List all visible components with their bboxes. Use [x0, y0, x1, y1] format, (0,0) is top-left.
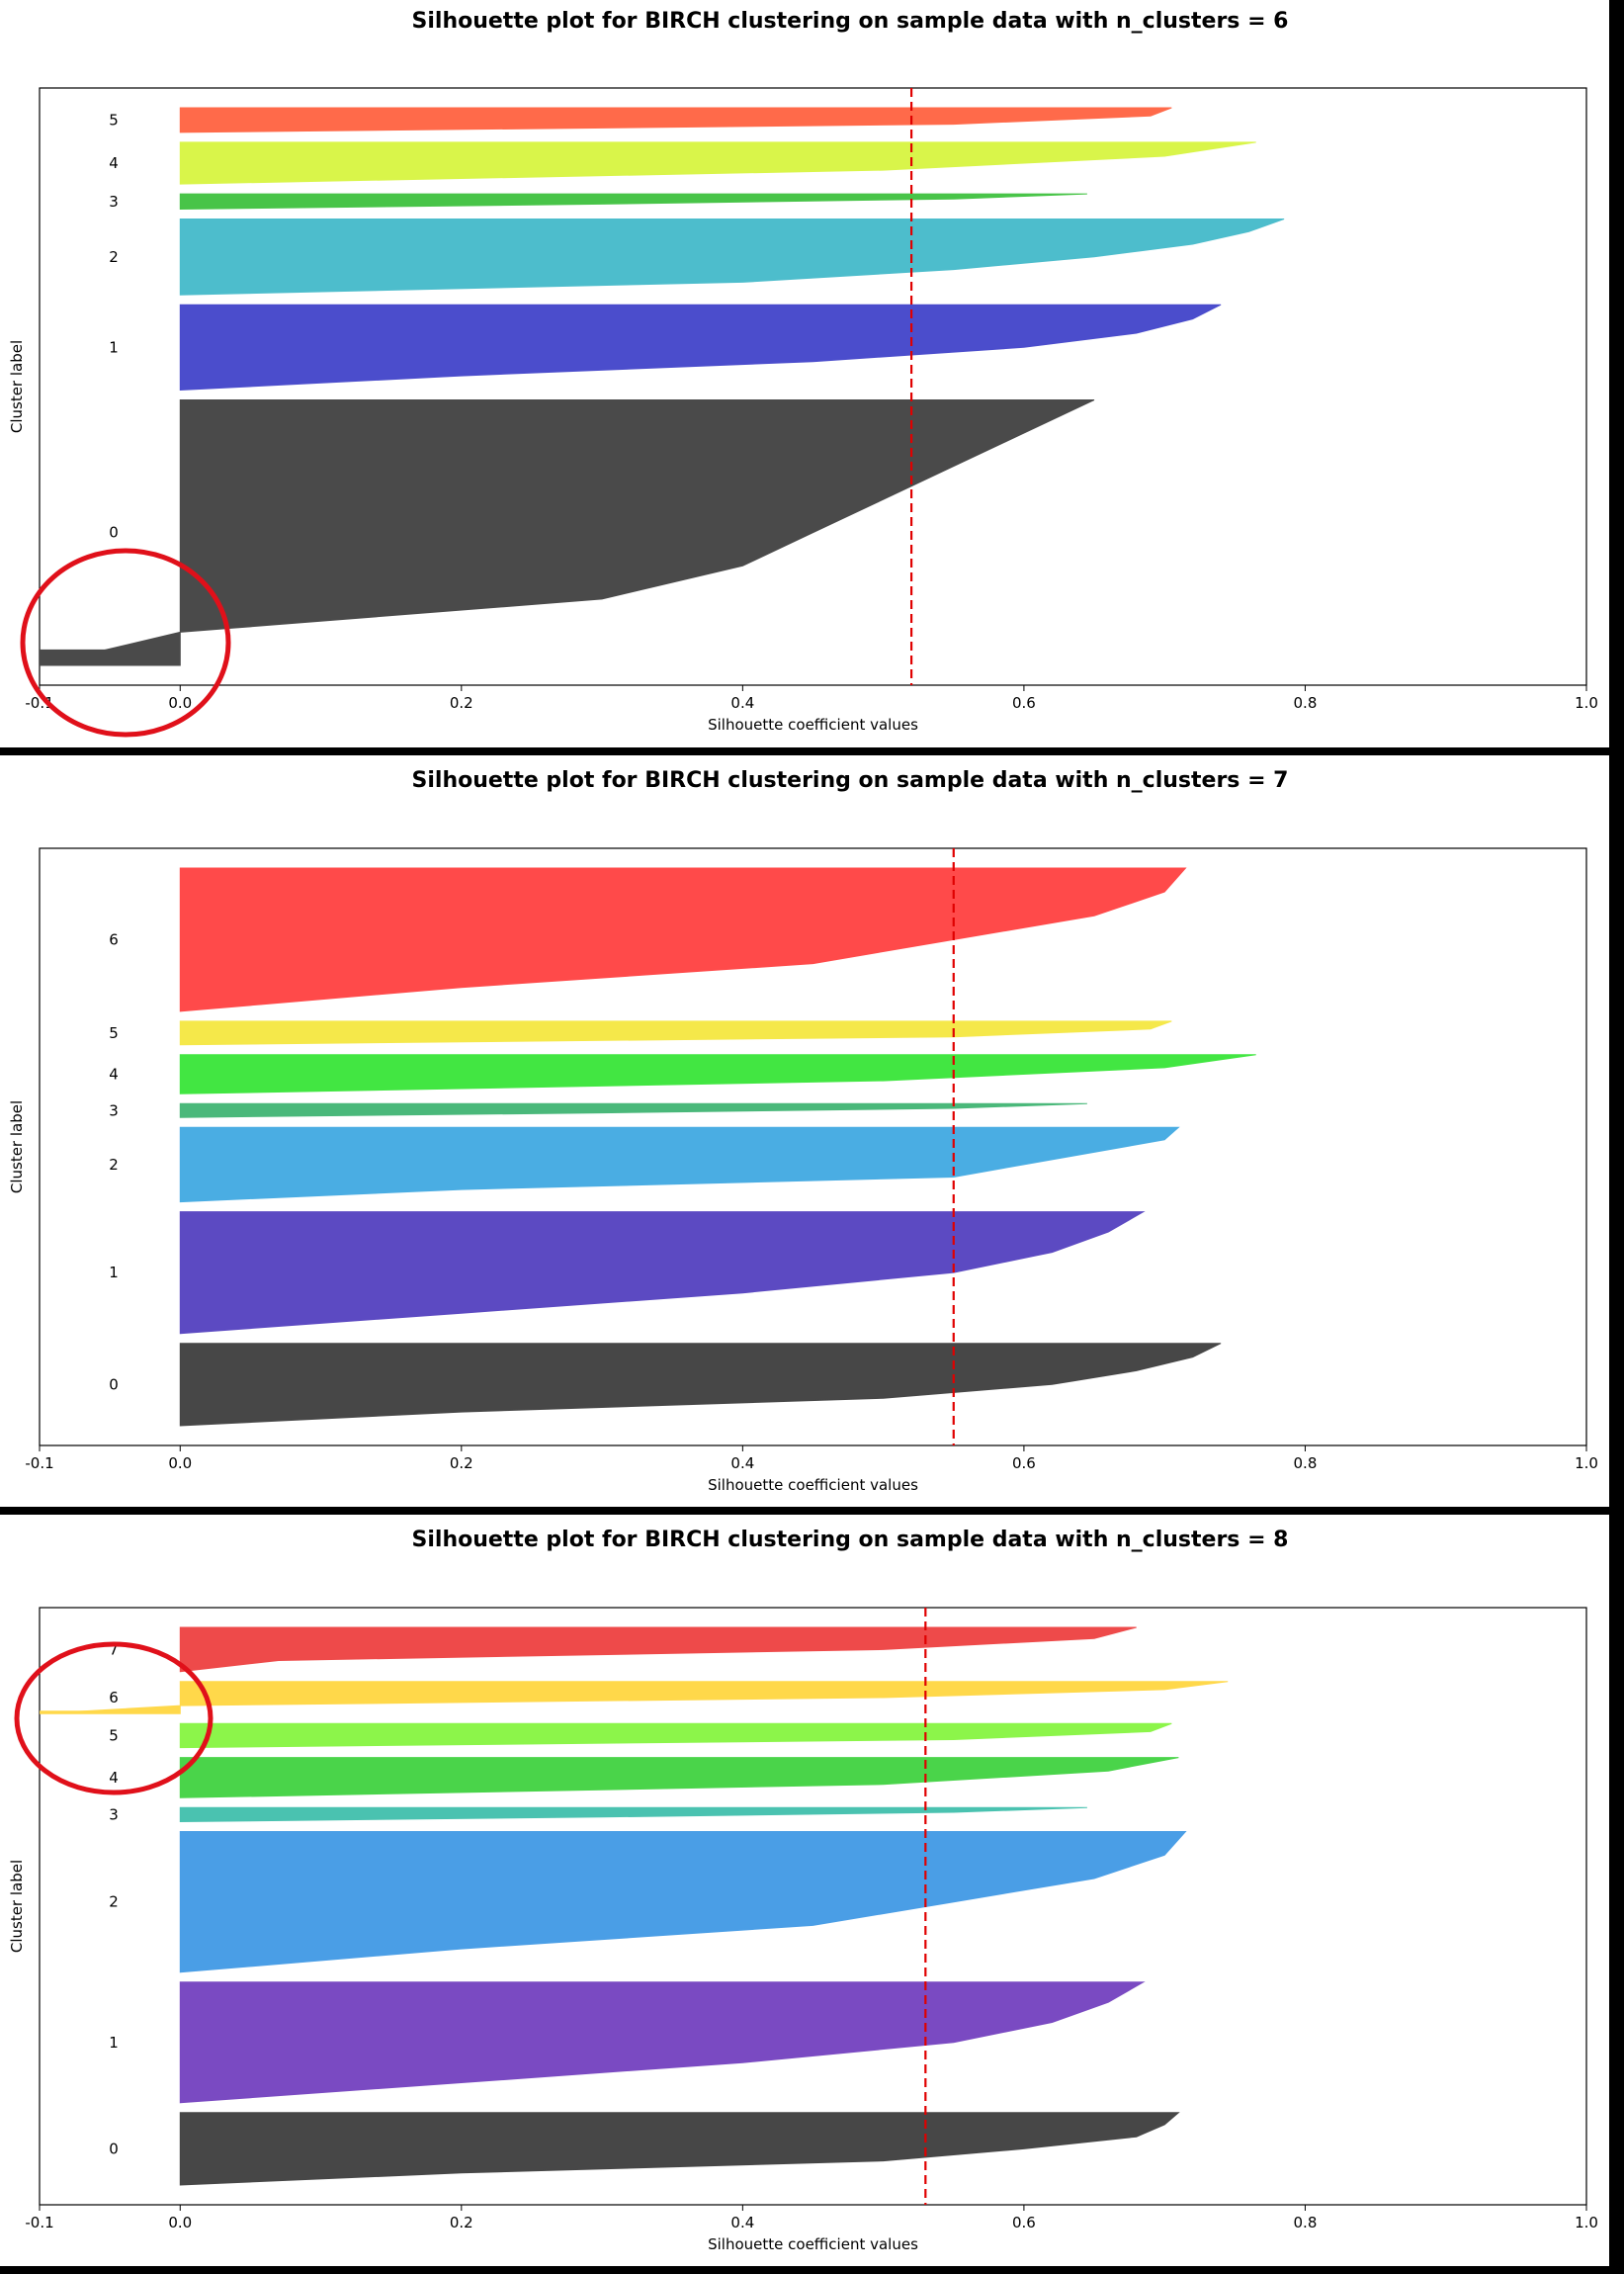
x-tick-label: -0.1 [25, 1454, 53, 1472]
annotation-circle [14, 1641, 214, 1795]
panel-gap [1599, 0, 1609, 747]
chart-title: Silhouette plot for BIRCH clustering on … [412, 768, 1289, 793]
cluster-0-silhouette [39, 399, 1095, 666]
cluster-4-silhouette [179, 1757, 1179, 1798]
cluster-0-silhouette [179, 2112, 1180, 2186]
x-tick-label: 0.0 [168, 1454, 192, 1472]
cluster-label: 0 [109, 1375, 119, 1393]
cluster-label: 1 [109, 338, 119, 356]
x-tick-label: 0.4 [730, 694, 754, 712]
cluster-label: 3 [109, 193, 119, 211]
x-tick-label: 0.2 [450, 1454, 473, 1472]
cluster-6-silhouette [39, 1681, 1229, 1714]
cluster-label: 5 [109, 1024, 119, 1042]
x-tick-label: 0.2 [450, 2214, 473, 2231]
x-tick-label: 0.8 [1294, 1454, 1318, 1472]
cluster-label: 1 [109, 1264, 119, 1281]
x-tick-label: 0.6 [1012, 694, 1036, 712]
cluster-label: 2 [109, 1893, 119, 1911]
x-axis-label: Silhouette coefficient values [708, 2235, 918, 2253]
cluster-label: 6 [109, 930, 119, 948]
x-tick-label: 0.0 [168, 2214, 192, 2231]
cluster-label: 0 [109, 2140, 119, 2157]
x-tick-label: 0.6 [1012, 1454, 1036, 1472]
cluster-label: 0 [109, 524, 119, 542]
cluster-label: 3 [109, 1805, 119, 1823]
plot-frame [39, 847, 1587, 1446]
cluster-2-silhouette [179, 1126, 1180, 1203]
x-tick-label: 1.0 [1575, 694, 1598, 712]
panel-separator [0, 2266, 1624, 2274]
cluster-0-negative-band [40, 649, 181, 665]
cluster-1-silhouette [179, 1981, 1146, 2104]
plot-frame [39, 87, 1587, 686]
x-tick-label: 0.4 [730, 1454, 754, 1472]
cluster-label: 7 [109, 1640, 119, 1658]
cluster-label: 4 [109, 154, 119, 172]
y-axis-label: Cluster label [8, 340, 26, 433]
cluster-3-silhouette [179, 1102, 1087, 1118]
cluster-label: 1 [109, 2034, 119, 2052]
cluster-label: 6 [109, 1689, 119, 1706]
x-tick-label: 1.0 [1575, 2214, 1598, 2231]
cluster-5-silhouette [179, 107, 1172, 133]
x-tick-label: 1.0 [1575, 1454, 1598, 1472]
x-tick-label: 0.0 [168, 694, 192, 712]
cluster-0-silhouette [179, 1343, 1222, 1427]
cluster-3-silhouette [179, 193, 1087, 211]
cluster-4-silhouette [179, 141, 1256, 185]
cluster-5-silhouette [179, 1020, 1172, 1046]
cluster-label: 3 [109, 1101, 119, 1119]
cluster-label: 2 [109, 248, 119, 266]
cluster-2-silhouette [179, 1831, 1187, 1973]
cluster-label: 2 [109, 1156, 119, 1174]
silhouette-chart-1: Silhouette plot for BIRCH clustering on … [8, 9, 1598, 738]
cluster-6-negative-band [40, 1710, 181, 1714]
x-axis-label: Silhouette coefficient values [708, 1476, 918, 1494]
chart-title: Silhouette plot for BIRCH clustering on … [412, 9, 1289, 34]
x-tick-label: 0.2 [450, 694, 473, 712]
y-axis-label: Cluster label [8, 1860, 26, 1953]
cluster-label: 5 [109, 111, 119, 129]
silhouette-chart-2: Silhouette plot for BIRCH clustering on … [8, 768, 1598, 1494]
panel-separator [0, 747, 1624, 755]
cluster-label: 5 [109, 1726, 119, 1744]
cluster-1-silhouette [179, 1211, 1146, 1335]
plot-frame [39, 1607, 1587, 2206]
silhouette-chart-3: Silhouette plot for BIRCH clustering on … [8, 1528, 1598, 2253]
x-tick-label: 0.6 [1012, 2214, 1036, 2231]
cluster-1-silhouette [179, 304, 1222, 392]
x-axis-label: Silhouette coefficient values [708, 716, 918, 734]
chart-title: Silhouette plot for BIRCH clustering on … [412, 1528, 1289, 1552]
x-tick-label: 0.8 [1294, 2214, 1318, 2231]
cluster-5-silhouette [179, 1722, 1172, 1749]
cluster-7-silhouette [179, 1626, 1137, 1673]
x-tick-label: -0.1 [25, 2214, 53, 2231]
annotation-circle [20, 548, 231, 738]
panel-separator [0, 1507, 1624, 1515]
y-axis-label: Cluster label [8, 1100, 26, 1193]
x-tick-label: 0.8 [1294, 694, 1318, 712]
cluster-label: 4 [109, 1066, 119, 1084]
figure-right-border [1609, 0, 1624, 2274]
cluster-2-silhouette [179, 219, 1285, 296]
cluster-label: 4 [109, 1769, 119, 1787]
cluster-3-silhouette [179, 1806, 1087, 1823]
x-tick-label: 0.4 [730, 2214, 754, 2231]
cluster-4-silhouette [179, 1054, 1256, 1094]
cluster-6-silhouette [179, 867, 1187, 1012]
